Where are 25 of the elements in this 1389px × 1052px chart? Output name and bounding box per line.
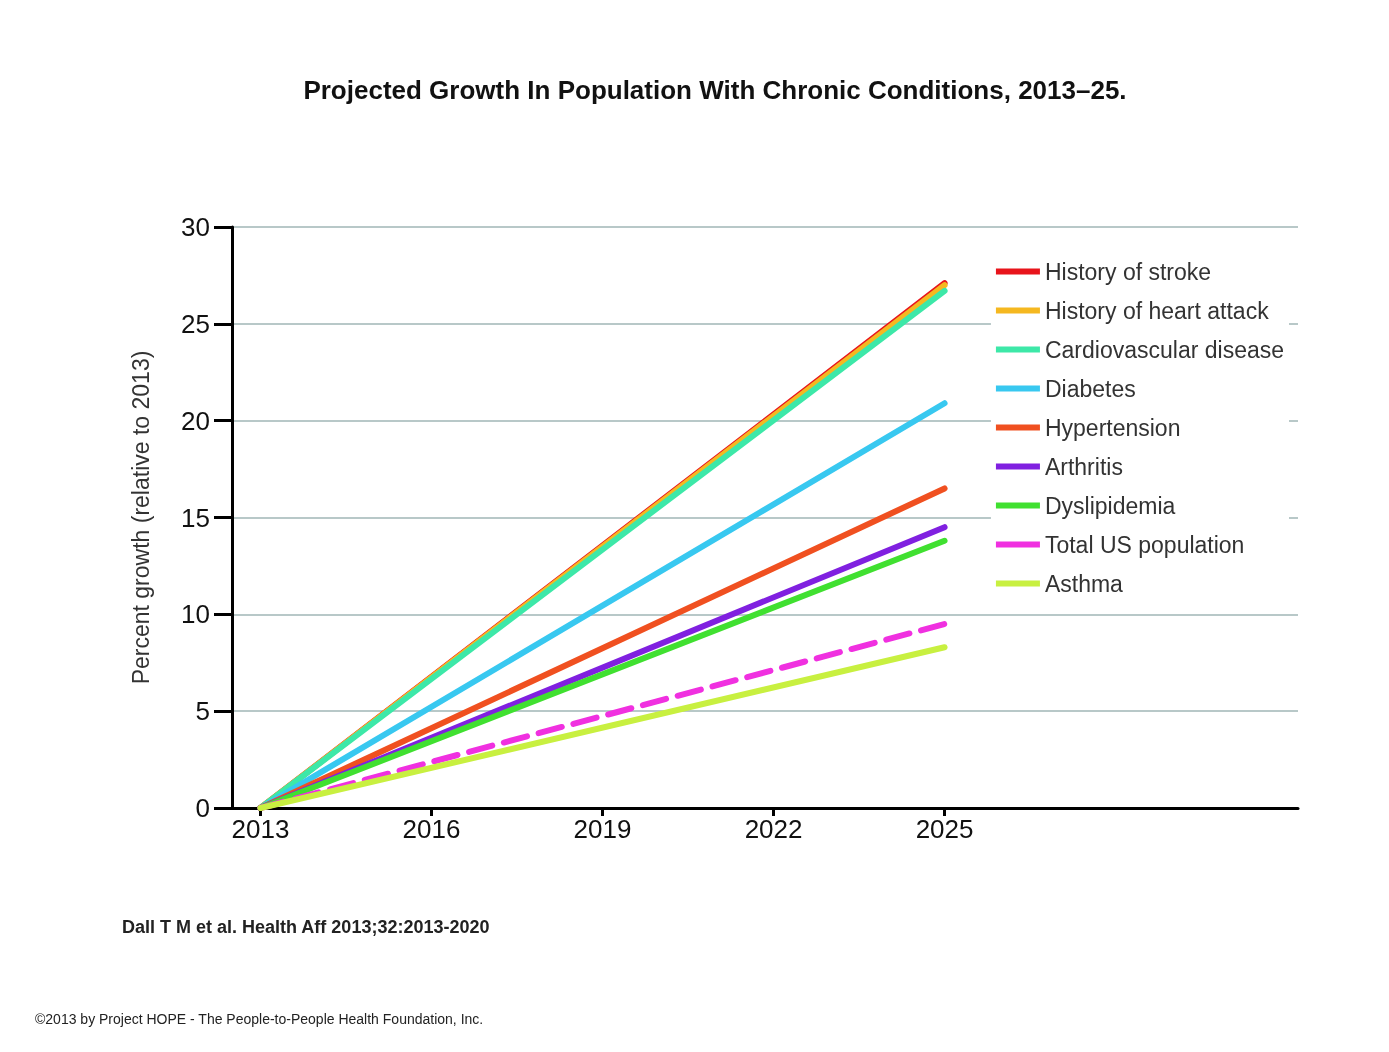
y-axis-title: Percent growth (relative to 2013) <box>127 350 154 685</box>
legend-label: Diabetes <box>1044 375 1136 402</box>
x-tick-label: 2016 <box>402 814 461 844</box>
legend-label: History of stroke <box>1044 258 1212 285</box>
x-tick-label: 2025 <box>915 814 974 844</box>
y-tick-label: 15 <box>181 502 210 533</box>
y-tick-label: 25 <box>181 308 210 339</box>
x-tick-label: 2013 <box>231 814 290 844</box>
y-tick-label: 20 <box>181 405 210 436</box>
legend-label: Hypertension <box>1044 414 1181 441</box>
y-tick-label: 10 <box>181 599 210 630</box>
legend-label: Dyslipidemia <box>1044 492 1176 519</box>
legend-label: Cardiovascular disease <box>1044 336 1285 363</box>
legend-label: Arthritis <box>1044 453 1123 480</box>
x-tick-label: 2022 <box>744 814 803 844</box>
y-tick-label: 0 <box>195 793 210 823</box>
text: ©2013 by Project HOPE - The People-to-People Health Foundation, Inc. <box>35 1011 484 1027</box>
x-tick-label: 2019 <box>573 814 632 844</box>
y-tick-label: 5 <box>195 696 210 727</box>
text: Dall T M et al. Health Aff 2013;32:2013-2020 <box>122 917 490 937</box>
legend-label: Total US population <box>1044 531 1245 558</box>
chart-title: Projected Growth In Population With Chronic Conditions, 2013–25. <box>303 75 1127 105</box>
y-tick-label: 30 <box>181 212 210 242</box>
legend-label: History of heart attack <box>1044 297 1270 324</box>
legend-label: Asthma <box>1044 570 1124 597</box>
